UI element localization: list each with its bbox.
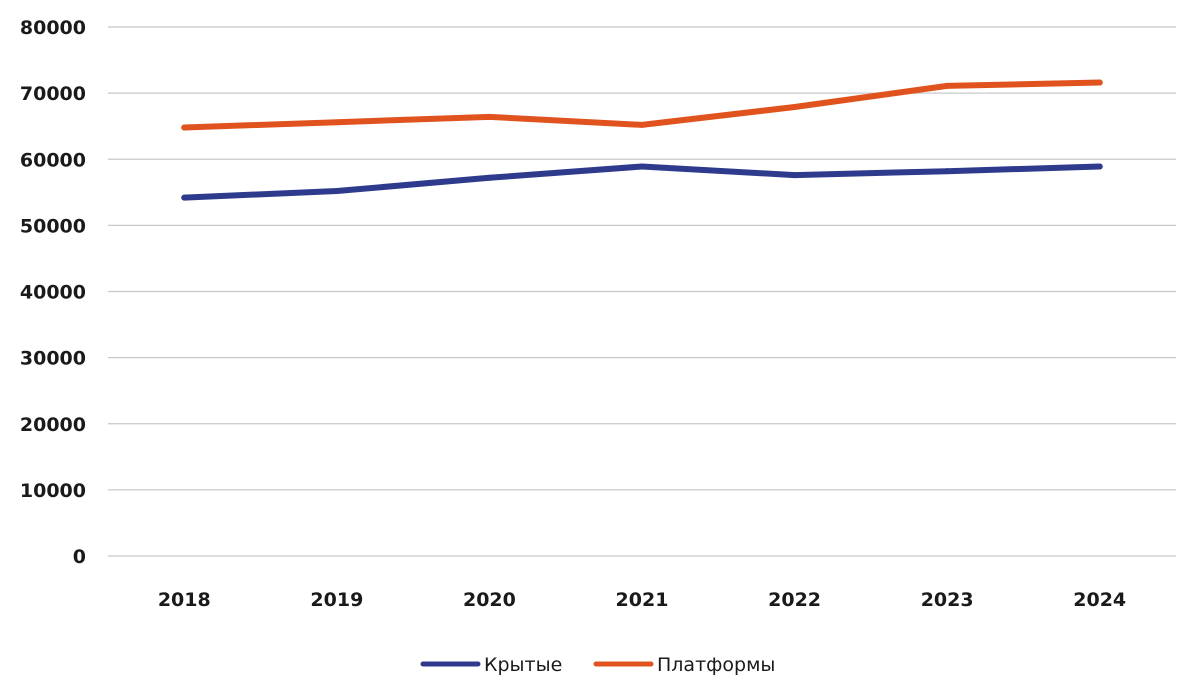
- x-tick-label: 2021: [616, 589, 669, 611]
- x-tick-label: 2022: [768, 589, 821, 611]
- y-tick-label: 0: [73, 546, 86, 568]
- legend-label-2: Платформы: [657, 654, 775, 676]
- series-line-2: [181, 79, 1103, 131]
- y-tick-label: 50000: [20, 215, 86, 237]
- data-point: [333, 119, 340, 126]
- data-point: [486, 174, 493, 181]
- y-tick-label: 80000: [20, 17, 86, 39]
- data-point: [944, 168, 951, 175]
- x-tick-label: 2024: [1073, 589, 1126, 611]
- x-tick-label: 2020: [463, 589, 516, 611]
- y-tick-label: 70000: [20, 83, 86, 105]
- y-tick-label: 60000: [20, 149, 86, 171]
- gridlines: [108, 26, 1176, 557]
- y-tick-label: 30000: [20, 348, 86, 370]
- data-point: [181, 124, 188, 131]
- data-point: [791, 104, 798, 111]
- y-tick-label: 40000: [20, 282, 86, 304]
- data-point: [944, 82, 951, 89]
- x-axis-ticks: 2018 2019 2020 2021 2022 2023 2024: [158, 589, 1126, 611]
- y-tick-label: 10000: [20, 480, 86, 502]
- data-point: [181, 194, 188, 201]
- data-point: [486, 113, 493, 120]
- data-point: [333, 187, 340, 194]
- y-tick-label: 20000: [20, 414, 86, 436]
- series-lines: [181, 79, 1103, 201]
- x-tick-label: 2018: [158, 589, 211, 611]
- data-point: [639, 163, 645, 170]
- data-point: [639, 121, 645, 128]
- legend: Крытые Платформы: [420, 654, 775, 676]
- y-axis-ticks: 0 10000 20000 30000 40000 50000 60000 70000 8000…: [20, 17, 86, 568]
- x-tick-label: 2019: [310, 589, 363, 611]
- data-point: [791, 172, 798, 179]
- data-point: [1096, 163, 1103, 170]
- legend-label-1: Крытые: [484, 654, 562, 676]
- data-point: [1096, 79, 1103, 86]
- series-line-1: [181, 163, 1103, 201]
- x-tick-label: 2023: [921, 589, 974, 611]
